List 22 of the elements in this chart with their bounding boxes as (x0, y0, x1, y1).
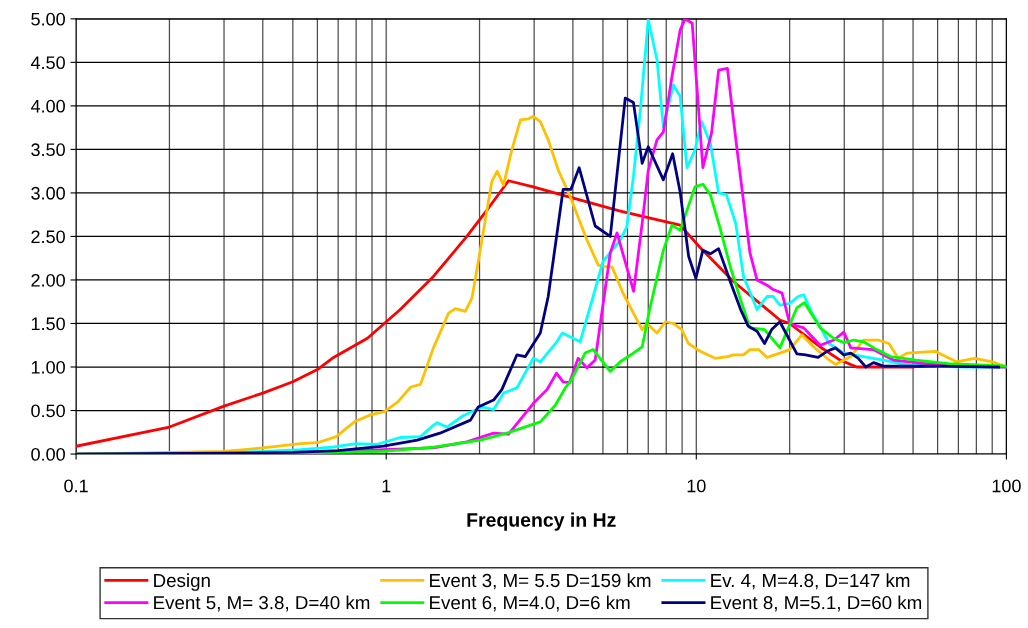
legend-label: Event 6, M=4.0, D=6 km (430, 595, 630, 612)
x-axis-title: Frequency in Hz (467, 512, 616, 531)
x-tick-label: 1 (382, 479, 391, 493)
y-tick-label: 1.50 (31, 317, 65, 331)
legend-label: Design (154, 573, 210, 591)
y-tick-label: 1.00 (31, 360, 65, 374)
y-tick-label: 3.50 (31, 143, 65, 157)
y-tick-label: 4.50 (30, 56, 65, 70)
y-tick-label: 2.50 (31, 230, 65, 244)
y-tick-label: 0.50 (31, 404, 65, 418)
x-tick-label: 100 (992, 479, 1021, 493)
y-tick-label: 5.00 (31, 12, 65, 26)
y-tick-label: 2.00 (31, 273, 65, 287)
y-tick-label: 0.00 (31, 447, 65, 461)
legend-label: Event 3, M= 5.5 D=159 km (430, 573, 651, 590)
y-tick-label: 4.00 (30, 99, 65, 113)
legend-label: Event 5, M= 3.8, D=40 km (154, 595, 370, 612)
legend-label: Event 8, M=5.1, D=60 km (711, 595, 922, 612)
x-tick-label: 10 (687, 479, 706, 493)
y-tick-label: 3.00 (31, 186, 65, 200)
legend-label: Ev. 4, M=4.8, D=147 km (711, 573, 910, 590)
x-tick-label: 0.1 (64, 479, 88, 493)
